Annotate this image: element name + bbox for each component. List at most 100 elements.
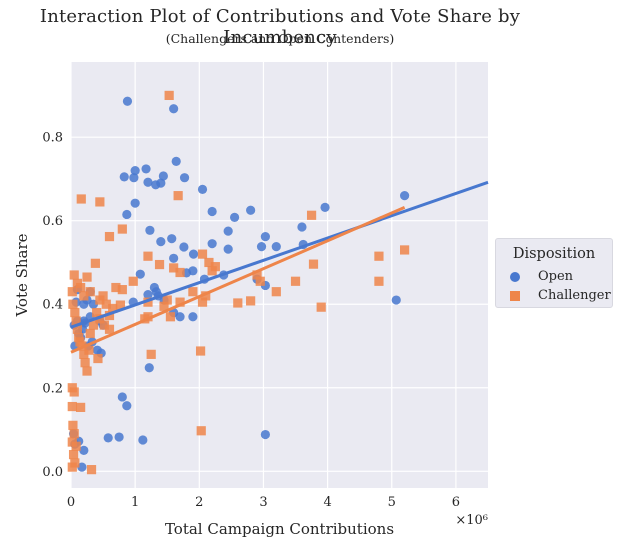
challenger-point — [175, 267, 185, 278]
challenger-point — [95, 314, 105, 324]
challenger-point — [108, 303, 118, 314]
y-tick-label: 0.2 — [42, 381, 63, 396]
challenger-point — [71, 441, 81, 451]
challenger-point — [162, 295, 172, 305]
y-axis-ticks: 0.0 0.2 0.4 0.6 0.8 — [42, 131, 63, 480]
open-point — [117, 392, 127, 402]
challenger-point — [164, 90, 174, 101]
challenger-point — [93, 353, 103, 364]
grid-lines — [70, 62, 488, 488]
y-axis-label: Vote Share — [13, 233, 31, 317]
x-axis-offset-label: ×10⁶ — [455, 513, 488, 528]
challenger-point — [68, 299, 78, 309]
open-point — [114, 432, 124, 442]
x-tick-label: 2 — [195, 495, 203, 510]
challenger-point — [374, 276, 384, 286]
open-point — [138, 435, 148, 445]
open-point — [297, 222, 307, 232]
challenger-point — [146, 349, 156, 359]
challenger-point — [175, 297, 185, 307]
challenger-point — [204, 257, 214, 268]
open-point — [188, 266, 198, 276]
challenger-point — [308, 259, 319, 269]
open-point — [271, 242, 281, 252]
challenger-point — [85, 328, 95, 339]
open-point — [149, 282, 159, 293]
open-point — [119, 172, 129, 182]
challenger-point — [316, 302, 326, 312]
open-point — [260, 429, 270, 440]
x-tick-label: 3 — [259, 495, 267, 510]
open-point — [223, 244, 233, 254]
challenger-point — [159, 301, 169, 311]
open-point — [77, 462, 87, 472]
chart-subtitle: (Challengers and Open Contenders) — [165, 31, 395, 46]
challenger-point — [72, 324, 83, 334]
challenger-point — [143, 251, 153, 261]
open-point — [197, 184, 208, 194]
challenger-point — [82, 366, 92, 376]
open-point — [400, 191, 410, 201]
challenger-point — [246, 296, 256, 306]
challenger-point — [79, 291, 89, 301]
challenger-point — [76, 194, 86, 204]
open-point — [171, 156, 181, 166]
challenger-fit-line — [70, 205, 406, 354]
open-point — [156, 236, 166, 247]
challenger-point — [90, 258, 100, 268]
open-point — [143, 177, 153, 187]
open-point — [79, 445, 89, 456]
challenger-point — [85, 287, 95, 297]
challenger-point — [95, 197, 105, 207]
open-point — [320, 202, 330, 212]
open-point — [122, 209, 132, 220]
challenger-point — [71, 316, 81, 326]
x-axis-label: Total Campaign Contributions — [165, 520, 394, 538]
open-point — [103, 433, 113, 443]
challenger-point — [101, 299, 111, 309]
challenger-point — [67, 462, 77, 472]
challenger-point — [117, 285, 127, 295]
challenger-point — [169, 263, 179, 273]
open-point — [207, 206, 217, 217]
open-point — [167, 234, 177, 244]
x-axis-ticks: 0 1 2 3 4 5 6 — [67, 495, 460, 510]
challenger-point — [104, 324, 115, 334]
x-tick-label: 5 — [388, 495, 396, 510]
challenger-point — [84, 345, 94, 355]
open-point — [130, 165, 140, 176]
y-tick-label: 0.8 — [42, 131, 63, 146]
plot-area — [71, 62, 488, 488]
challenger-point — [76, 402, 86, 412]
legend-label-challenger: Challenger — [538, 288, 611, 303]
regression-lines — [70, 180, 489, 354]
challenger-point — [233, 298, 243, 308]
challenger-point — [88, 320, 99, 330]
open-point — [145, 225, 155, 235]
challenger-point — [67, 287, 77, 297]
data-points — [67, 90, 410, 475]
challenger-point — [128, 276, 138, 286]
challenger-point — [207, 266, 217, 276]
challenger-point — [98, 291, 108, 301]
circle-marker-icon — [510, 271, 520, 282]
challenger-point — [290, 276, 301, 286]
y-tick-label: 0.6 — [42, 214, 63, 229]
challenger-point — [271, 287, 281, 297]
open-point — [179, 242, 189, 252]
x-tick-label: 6 — [452, 495, 460, 510]
legend-label-open: Open — [538, 269, 574, 284]
challenger-point — [197, 249, 208, 259]
challenger-point — [111, 282, 121, 293]
challenger-point — [374, 251, 384, 261]
open-point — [143, 290, 153, 300]
challenger-point — [69, 387, 79, 397]
challenger-point — [99, 320, 109, 330]
challenger-point — [201, 291, 211, 301]
challenger-point — [70, 307, 80, 318]
challenger-point — [195, 346, 206, 356]
challenger-point — [72, 278, 83, 288]
open-point — [169, 104, 179, 114]
legend: Disposition Open Challenger — [495, 238, 613, 308]
